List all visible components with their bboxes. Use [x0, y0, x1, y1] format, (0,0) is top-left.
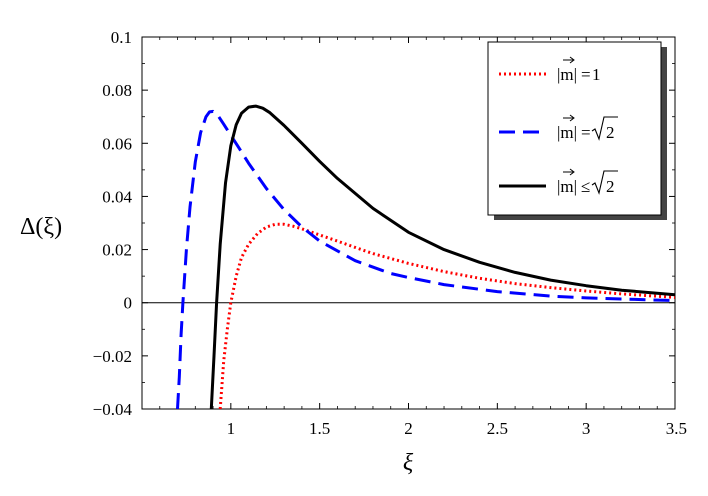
- series-line-2: [176, 109, 675, 409]
- legend-lhs: |m|: [557, 123, 577, 142]
- y-axis-ticks: −0.04 −0.02 0 0.02 0.04 0.06 0.08 0.1: [93, 28, 675, 419]
- y-tick-label: −0.04: [93, 400, 133, 419]
- vector-arrowhead-icon: [569, 168, 575, 176]
- sqrt-sign-icon: [591, 116, 618, 141]
- x-axis-ticks: 1 1.5 2 2.5 3 3.5: [159, 37, 687, 438]
- legend-rhs: 1: [592, 65, 601, 84]
- x-tick-label: 1: [227, 419, 236, 438]
- x-tick-label: 2.5: [487, 419, 508, 438]
- legend-relation: =: [581, 65, 591, 84]
- legend-lhs: |m|: [557, 65, 577, 84]
- legend: |m| = 1|m| = 2|m| ≤2: [487, 41, 667, 220]
- x-axis-title: ξ: [403, 450, 414, 476]
- legend-rhs: 2: [606, 123, 615, 142]
- series-line-3: [209, 104, 675, 409]
- legend-label-1: |m| = 1: [557, 56, 601, 84]
- y-tick-label: 0: [124, 294, 133, 313]
- vector-arrowhead-icon: [569, 114, 575, 122]
- x-tick-label: 3.5: [666, 419, 687, 438]
- y-tick-label: 0.08: [102, 81, 132, 100]
- x-tick-label: 2: [404, 419, 413, 438]
- vector-arrowhead-icon: [569, 56, 575, 64]
- y-tick-label: 0.06: [102, 134, 132, 153]
- series-line-1: [218, 222, 675, 409]
- series-layer: [176, 104, 675, 409]
- legend-rhs: 2: [606, 177, 615, 196]
- y-tick-label: 0.02: [102, 241, 132, 260]
- x-tick-label: 1.5: [309, 419, 330, 438]
- legend-label-3: |m| ≤2: [557, 168, 618, 196]
- legend-relation: =: [581, 123, 591, 142]
- legend-lhs: |m|: [557, 177, 577, 196]
- y-tick-label: −0.02: [93, 347, 132, 366]
- y-axis-title: Δ(ξ): [20, 214, 62, 240]
- y-tick-label: 0.04: [102, 187, 132, 206]
- x-tick-label: 3: [582, 419, 591, 438]
- legend-label-2: |m| = 2: [557, 114, 618, 142]
- sqrt-sign-icon: [591, 170, 618, 195]
- legend-relation: ≤: [581, 177, 590, 196]
- y-tick-label: 0.1: [111, 28, 132, 47]
